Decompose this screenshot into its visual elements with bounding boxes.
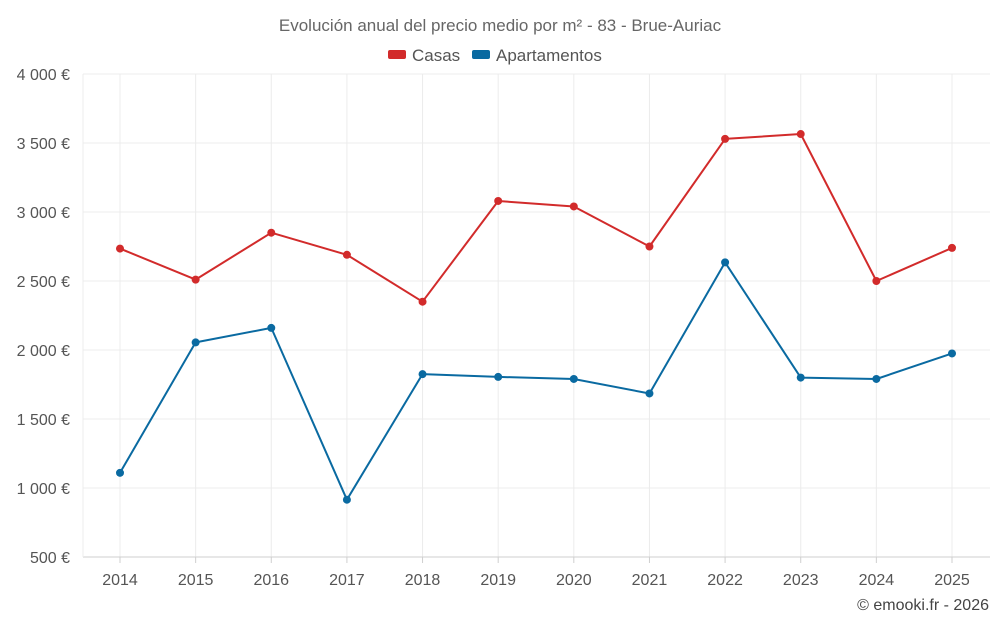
data-point-apartamentos[interactable] <box>872 374 881 383</box>
data-point-apartamentos[interactable] <box>948 349 956 358</box>
x-tick-label: 2014 <box>102 572 138 589</box>
data-point-casas[interactable] <box>267 228 276 237</box>
y-tick-label: 1 500 € <box>17 412 70 429</box>
x-tick-label: 2023 <box>783 572 819 589</box>
x-tick-label: 2019 <box>480 572 516 589</box>
y-tick-label: 500 € <box>30 550 70 567</box>
legend-item-casas[interactable]: Casas <box>388 46 460 65</box>
data-point-casas[interactable] <box>116 244 124 253</box>
data-point-casas[interactable] <box>569 202 578 211</box>
data-point-apartamentos[interactable] <box>569 374 578 383</box>
y-tick-label: 4 000 € <box>17 67 70 84</box>
x-tick-label: 2024 <box>859 572 895 589</box>
axes: 500 € 1 000 € 1 500 € 2 000 € 2 500 € 3 000 €… <box>17 67 990 589</box>
legend-swatch-casas <box>388 50 406 59</box>
data-point-apartamentos[interactable] <box>721 258 730 267</box>
x-tick-label: 2016 <box>253 572 289 589</box>
y-tick-label: 1 000 € <box>17 481 70 498</box>
x-tick-label: 2021 <box>632 572 668 589</box>
data-point-casas[interactable] <box>948 243 956 252</box>
x-tick-label: 2025 <box>934 572 970 589</box>
data-point-apartamentos[interactable] <box>116 468 124 477</box>
data-point-apartamentos[interactable] <box>191 338 200 347</box>
x-tick-label: 2022 <box>707 572 743 589</box>
data-point-apartamentos[interactable] <box>494 372 503 381</box>
y-tick-label: 3 500 € <box>17 136 70 153</box>
legend-label-apartamentos: Apartamentos <box>496 46 602 65</box>
y-tick-label: 2 000 € <box>17 343 70 360</box>
series-line-casas <box>119 133 953 303</box>
x-tick-label: 2020 <box>556 572 592 589</box>
data-point-apartamentos[interactable] <box>342 495 351 504</box>
x-tick-label: 2018 <box>405 572 441 589</box>
legend-swatch-apartamentos <box>472 50 490 59</box>
x-tick-label: 2015 <box>178 572 214 589</box>
grid <box>83 73 990 557</box>
x-tick-label: 2017 <box>329 572 365 589</box>
y-tick-label: 3 000 € <box>17 205 70 222</box>
credit-text: © emooki.fr - 2026 <box>857 597 989 614</box>
series-line-apartamentos <box>119 261 953 501</box>
series <box>116 130 956 504</box>
data-point-casas[interactable] <box>645 242 654 251</box>
data-point-casas[interactable] <box>342 250 351 259</box>
data-point-casas[interactable] <box>796 130 805 139</box>
data-point-casas[interactable] <box>191 275 200 284</box>
data-point-apartamentos[interactable] <box>796 373 805 382</box>
legend-item-apartamentos[interactable]: Apartamentos <box>472 46 602 65</box>
data-point-casas[interactable] <box>872 277 881 285</box>
legend-label-casas: Casas <box>412 46 460 65</box>
data-point-casas[interactable] <box>721 134 730 143</box>
data-point-casas[interactable] <box>418 297 427 306</box>
y-tick-label: 2 500 € <box>17 274 70 291</box>
legend: Casas Apartamentos <box>388 46 602 65</box>
data-point-apartamentos[interactable] <box>418 370 427 379</box>
chart-title: Evolución anual del precio medio por m² … <box>279 16 722 35</box>
data-point-apartamentos[interactable] <box>267 323 276 332</box>
data-point-apartamentos[interactable] <box>645 389 654 398</box>
data-point-casas[interactable] <box>494 196 503 205</box>
